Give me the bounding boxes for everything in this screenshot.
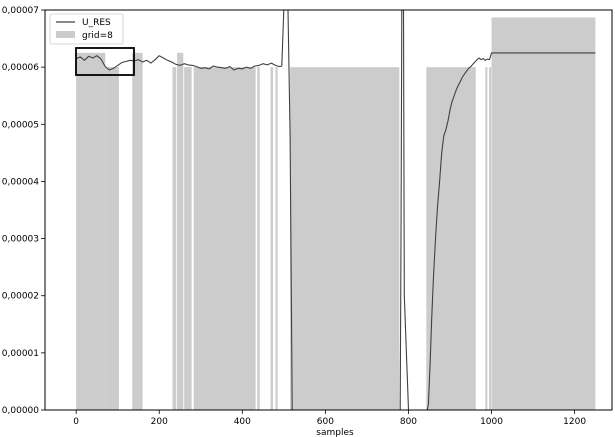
- grid-bar: [132, 52, 143, 410]
- y-tick-label: 0,00002: [2, 292, 39, 302]
- x-tick-label: 1000: [480, 417, 503, 427]
- grid-bar: [177, 52, 184, 410]
- y-axis: 0,00000 0,00001 0,00002 0,00003 0,00004 0,000…: [2, 6, 45, 416]
- grid-bar: [290, 67, 400, 411]
- plot-frame: [44, 9, 613, 411]
- grid-bar: [172, 67, 177, 411]
- grid-bar: [270, 67, 274, 411]
- line-layer: [75, 9, 596, 411]
- y-tick-label: 0,00006: [2, 63, 39, 73]
- grid-bar: [491, 17, 596, 411]
- grid-bar: [76, 52, 106, 410]
- legend-bar-swatch: [56, 31, 75, 38]
- x-tick-label: 400: [234, 417, 251, 427]
- y-tick-label: 0,00000: [2, 406, 39, 416]
- grid-bar: [275, 67, 278, 411]
- grid-bar: [485, 67, 488, 411]
- y-tick-label: 0,00007: [2, 6, 39, 16]
- zoom-selection-box[interactable]: [75, 47, 135, 76]
- u-res-line: [75, 9, 596, 411]
- x-axis: 0 200 400 600 800 1000 1200: [73, 410, 586, 427]
- x-tick-label: 600: [317, 417, 334, 427]
- y-tick-label: 0,00005: [2, 120, 39, 130]
- legend: U_RES grid=8: [49, 13, 124, 45]
- x-tick-label: 0: [73, 417, 79, 427]
- x-tick-label: 200: [151, 417, 168, 427]
- x-tick-label: 1200: [563, 417, 586, 427]
- grid-bar: [426, 67, 476, 411]
- x-tick-label: 800: [400, 417, 417, 427]
- grid-bar: [105, 67, 119, 411]
- y-tick-label: 0,00004: [2, 177, 39, 187]
- grid-bar: [184, 67, 192, 411]
- grid-bar: [193, 67, 256, 411]
- grid-bars-layer: [76, 17, 596, 411]
- legend-label-u-res: U_RES: [82, 18, 111, 28]
- y-tick-label: 0,00001: [2, 349, 39, 359]
- grid-bar: [489, 67, 492, 411]
- y-tick-label: 0,00003: [2, 235, 39, 245]
- plot-area: [44, 9, 613, 411]
- x-axis-label: samples: [316, 428, 354, 437]
- grid-bar: [257, 67, 260, 411]
- legend-label-grid: grid=8: [82, 31, 113, 41]
